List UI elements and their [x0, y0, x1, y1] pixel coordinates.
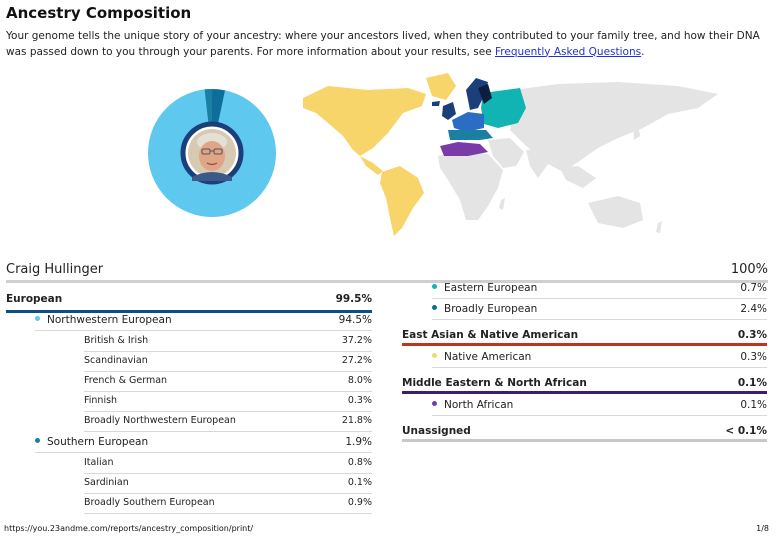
map-india: [526, 148, 548, 178]
label-nw-european: Northwestern European: [47, 314, 172, 326]
map-uk-ireland: [442, 102, 456, 120]
footer-url: https://you.23andme.com/reports/ancestry…: [4, 524, 253, 533]
map-new-zealand: [656, 221, 662, 233]
map-france-germany: [452, 112, 484, 132]
value-eastern-european: 0.7%: [740, 282, 767, 294]
row-broadly-european[interactable]: Broadly European 2.4%: [432, 303, 767, 320]
value-italian: 0.8%: [348, 457, 372, 468]
profile-name: Craig Hullinger: [6, 262, 103, 277]
ancestry-donut-chart: [148, 89, 276, 217]
map-southern-europe: [448, 130, 493, 140]
value-middle-eastern: 0.1%: [738, 377, 767, 389]
row-british-irish[interactable]: British & Irish 37.2%: [84, 335, 372, 352]
value-sardinian: 0.1%: [348, 477, 372, 488]
value-finnish: 0.3%: [348, 395, 372, 406]
value-broadly-nw-european: 21.8%: [342, 415, 372, 426]
label-middle-eastern: Middle Eastern & North African: [402, 377, 587, 389]
label-native-american: Native American: [444, 351, 531, 363]
value-native-american: 0.3%: [740, 351, 767, 363]
world-ancestry-map: [298, 68, 776, 240]
label-east-asian: East Asian & Native American: [402, 329, 578, 341]
row-broadly-nw-european[interactable]: Broadly Northwestern European 21.8%: [84, 415, 372, 432]
row-broadly-s-european[interactable]: Broadly Southern European 0.9%: [84, 497, 372, 514]
label-north-african: North African: [444, 399, 513, 411]
row-native-american[interactable]: Native American 0.3%: [432, 351, 767, 368]
label-finnish: Finnish: [84, 395, 117, 406]
label-italian: Italian: [84, 457, 113, 468]
row-finnish[interactable]: Finnish 0.3%: [84, 395, 372, 412]
label-sardinian: Sardinian: [84, 477, 129, 488]
value-british-irish: 37.2%: [342, 335, 372, 346]
north-african-dot: [432, 401, 437, 406]
value-scandinavian: 27.2%: [342, 355, 372, 366]
value-broadly-european: 2.4%: [740, 303, 767, 315]
row-nw-european[interactable]: Northwestern European 94.5%: [35, 314, 372, 331]
row-scandinavian[interactable]: Scandinavian 27.2%: [84, 355, 372, 372]
donut-segment-european: [212, 106, 222, 107]
map-north-america: [303, 86, 426, 156]
page-title: Ancestry Composition: [6, 4, 191, 22]
nw-european-dot: [35, 316, 40, 321]
intro-paragraph: Your genome tells the unique story of yo…: [6, 29, 776, 60]
value-french-german: 8.0%: [348, 375, 372, 386]
label-broadly-european: Broadly European: [444, 303, 537, 315]
map-australia: [588, 196, 643, 228]
label-scandinavian: Scandinavian: [84, 355, 148, 366]
s-european-dot: [35, 438, 40, 443]
map-southeast-asia: [560, 166, 596, 188]
row-east-asian[interactable]: East Asian & Native American 0.3%: [402, 329, 767, 346]
value-broadly-s-european: 0.9%: [348, 497, 372, 508]
label-european: European: [6, 293, 62, 305]
label-british-irish: British & Irish: [84, 335, 148, 346]
total-percent: 100%: [731, 262, 768, 277]
native-american-dot: [432, 353, 437, 358]
row-s-european[interactable]: Southern European 1.9%: [35, 436, 372, 453]
label-eastern-european: Eastern European: [444, 282, 537, 294]
row-sardinian[interactable]: Sardinian 0.1%: [84, 477, 372, 494]
label-broadly-s-european: Broadly Southern European: [84, 497, 215, 508]
map-greenland: [426, 73, 456, 100]
intro-end: .: [641, 46, 644, 58]
profile-header: Craig Hullinger 100%: [6, 262, 768, 283]
row-middle-eastern[interactable]: Middle Eastern & North African 0.1%: [402, 377, 767, 394]
map-africa: [438, 151, 503, 220]
map-south-america: [380, 166, 424, 236]
value-unassigned: < 0.1%: [725, 425, 767, 437]
eastern-european-dot: [432, 284, 437, 289]
map-central-america: [360, 156, 383, 175]
broadly-european-dot: [432, 305, 437, 310]
map-madagascar: [499, 198, 505, 210]
value-european: 99.5%: [336, 293, 372, 305]
footer-page-number: 1/8: [756, 524, 769, 533]
label-s-european: Southern European: [47, 436, 148, 448]
value-nw-european: 94.5%: [339, 314, 372, 326]
map-iceland: [432, 101, 440, 106]
row-north-african[interactable]: North African 0.1%: [432, 399, 767, 416]
faq-link[interactable]: Frequently Asked Questions: [495, 46, 641, 58]
value-east-asian: 0.3%: [738, 329, 767, 341]
row-french-german[interactable]: French & German 8.0%: [84, 375, 372, 392]
row-eastern-european[interactable]: Eastern European 0.7%: [432, 282, 767, 299]
label-broadly-nw-european: Broadly Northwestern European: [84, 415, 236, 426]
row-unassigned[interactable]: Unassigned < 0.1%: [402, 425, 767, 442]
label-unassigned: Unassigned: [402, 425, 471, 437]
intro-text: Your genome tells the unique story of yo…: [6, 30, 760, 58]
value-s-european: 1.9%: [345, 436, 372, 448]
label-french-german: French & German: [84, 375, 167, 386]
row-european[interactable]: European 99.5%: [6, 293, 372, 313]
row-italian[interactable]: Italian 0.8%: [84, 457, 372, 474]
value-north-african: 0.1%: [740, 399, 767, 411]
